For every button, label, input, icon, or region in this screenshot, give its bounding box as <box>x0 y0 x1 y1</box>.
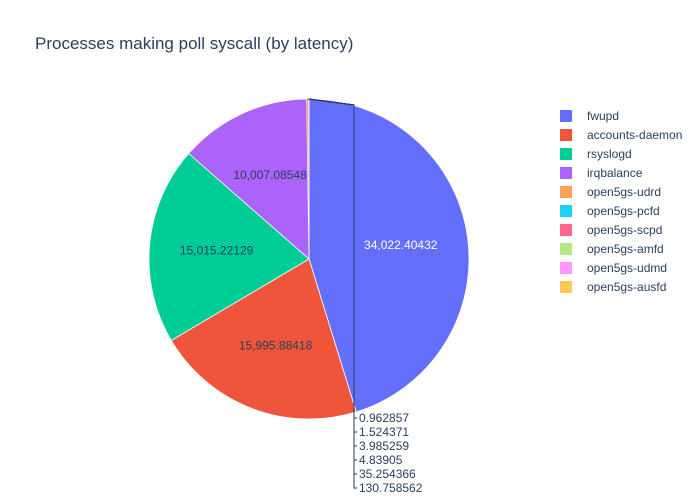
slice-value-label: 35.254366 <box>359 467 416 481</box>
legend-swatch <box>560 223 572 236</box>
slice-value-label: 3.985259 <box>359 439 409 453</box>
pie-slice-accounts-daemon[interactable] <box>170 258 357 420</box>
legend-label: open5gs-pcfd <box>587 203 660 218</box>
legend-swatch <box>560 166 572 179</box>
legend-label: accounts-daemon <box>587 127 683 142</box>
legend-label: open5gs-amfd <box>587 241 664 256</box>
legend-swatch <box>560 109 572 122</box>
legend-swatch <box>560 147 572 160</box>
legend-label: rsyslogd <box>587 146 632 161</box>
legend-item-open5gs-amfd[interactable]: open5gs-amfd <box>560 239 682 258</box>
pie-slice-irqbalance[interactable] <box>188 98 310 260</box>
legend-item-open5gs-pcfd[interactable]: open5gs-pcfd <box>560 201 682 220</box>
legend-label: open5gs-udrd <box>587 184 662 199</box>
legend-label: irqbalance <box>587 165 643 180</box>
legend-swatch <box>560 185 572 198</box>
legend-item-open5gs-ausfd[interactable]: open5gs-ausfd <box>560 277 682 296</box>
chart-title: Processes making poll syscall (by latenc… <box>35 34 354 53</box>
legend-item-open5gs-udmd[interactable]: open5gs-udmd <box>560 258 682 277</box>
legend: fwupd accounts-daemon rsyslogd irqbalance op… <box>560 106 682 296</box>
legend-item-fwupd[interactable]: fwupd <box>560 106 682 125</box>
slice-value-label: 4.83905 <box>359 453 403 467</box>
legend-label: open5gs-ausfd <box>587 279 667 294</box>
legend-label: open5gs-udmd <box>587 260 668 275</box>
legend-swatch <box>560 242 572 255</box>
legend-swatch <box>560 280 572 293</box>
legend-item-rsyslogd[interactable]: rsyslogd <box>560 144 682 163</box>
legend-swatch <box>560 128 572 141</box>
label-leader-line <box>307 98 357 489</box>
legend-swatch <box>560 261 572 274</box>
slice-value-label: 0.962857 <box>359 411 409 425</box>
slice-value-label: 10,007.08548 <box>233 168 307 182</box>
legend-swatch <box>560 204 572 217</box>
pie-slice-rsyslogd[interactable] <box>148 152 310 342</box>
legend-label: fwupd <box>587 108 620 123</box>
legend-label: open5gs-scpd <box>587 222 663 237</box>
slice-value-label: 15,015.22129 <box>180 243 254 257</box>
legend-item-open5gs-scpd[interactable]: open5gs-scpd <box>560 220 682 239</box>
slice-value-label: 15,995.88418 <box>239 339 313 353</box>
pie-slice-fwupd[interactable] <box>308 98 470 413</box>
slice-value-label: 34,022.40432 <box>364 238 438 252</box>
legend-item-open5gs-udrd[interactable]: open5gs-udrd <box>560 182 682 201</box>
slice-value-label: 130.758562 <box>359 481 423 495</box>
slice-value-label: 1.524371 <box>359 425 409 439</box>
legend-item-irqbalance[interactable]: irqbalance <box>560 163 682 182</box>
legend-item-accounts-daemon[interactable]: accounts-daemon <box>560 125 682 144</box>
